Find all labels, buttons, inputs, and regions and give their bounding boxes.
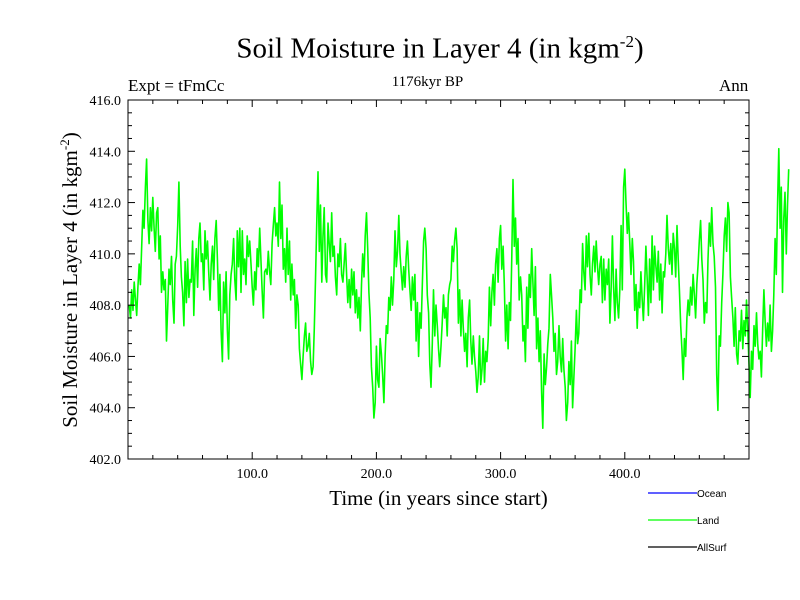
x-tick-label: 400.0 [609, 467, 641, 482]
x-tick-label: 100.0 [236, 467, 268, 482]
legend-label-land: Land [697, 516, 719, 527]
experiment-label: Expt = tFmCc [128, 76, 225, 95]
plot-area [128, 147, 790, 430]
y-tick-label: 408.0 [90, 299, 122, 314]
legend: Ocean Land AllSurf [648, 489, 727, 554]
y-tick-label: 402.0 [90, 453, 122, 468]
x-tick-label: 300.0 [485, 467, 517, 482]
axes: 100.0 200.0 300.0 400.0 402.0 404.0 406.0 408.0… [90, 94, 750, 482]
x-axis-label: Time (in years since start) [329, 486, 548, 510]
y-tick-label: 406.0 [90, 350, 122, 365]
chart-subtitle: 1176kyr BP [391, 74, 464, 90]
y-tick-label: 410.0 [90, 248, 122, 263]
plot-frame [127, 99, 750, 460]
y-tick-label: 414.0 [90, 145, 122, 160]
x-tick-label: 200.0 [361, 467, 393, 482]
y-tick-label: 416.0 [90, 94, 122, 109]
season-label: Ann [719, 76, 749, 95]
y-tick-label: 404.0 [90, 402, 122, 417]
legend-label-ocean: Ocean [697, 489, 726, 500]
legend-label-allsurf: AllSurf [697, 543, 727, 554]
chart-title: Soil Moisture in Layer 4 (in kgm-2) [236, 32, 644, 65]
series-line-land [128, 147, 790, 430]
y-tick-label: 412.0 [90, 197, 122, 212]
